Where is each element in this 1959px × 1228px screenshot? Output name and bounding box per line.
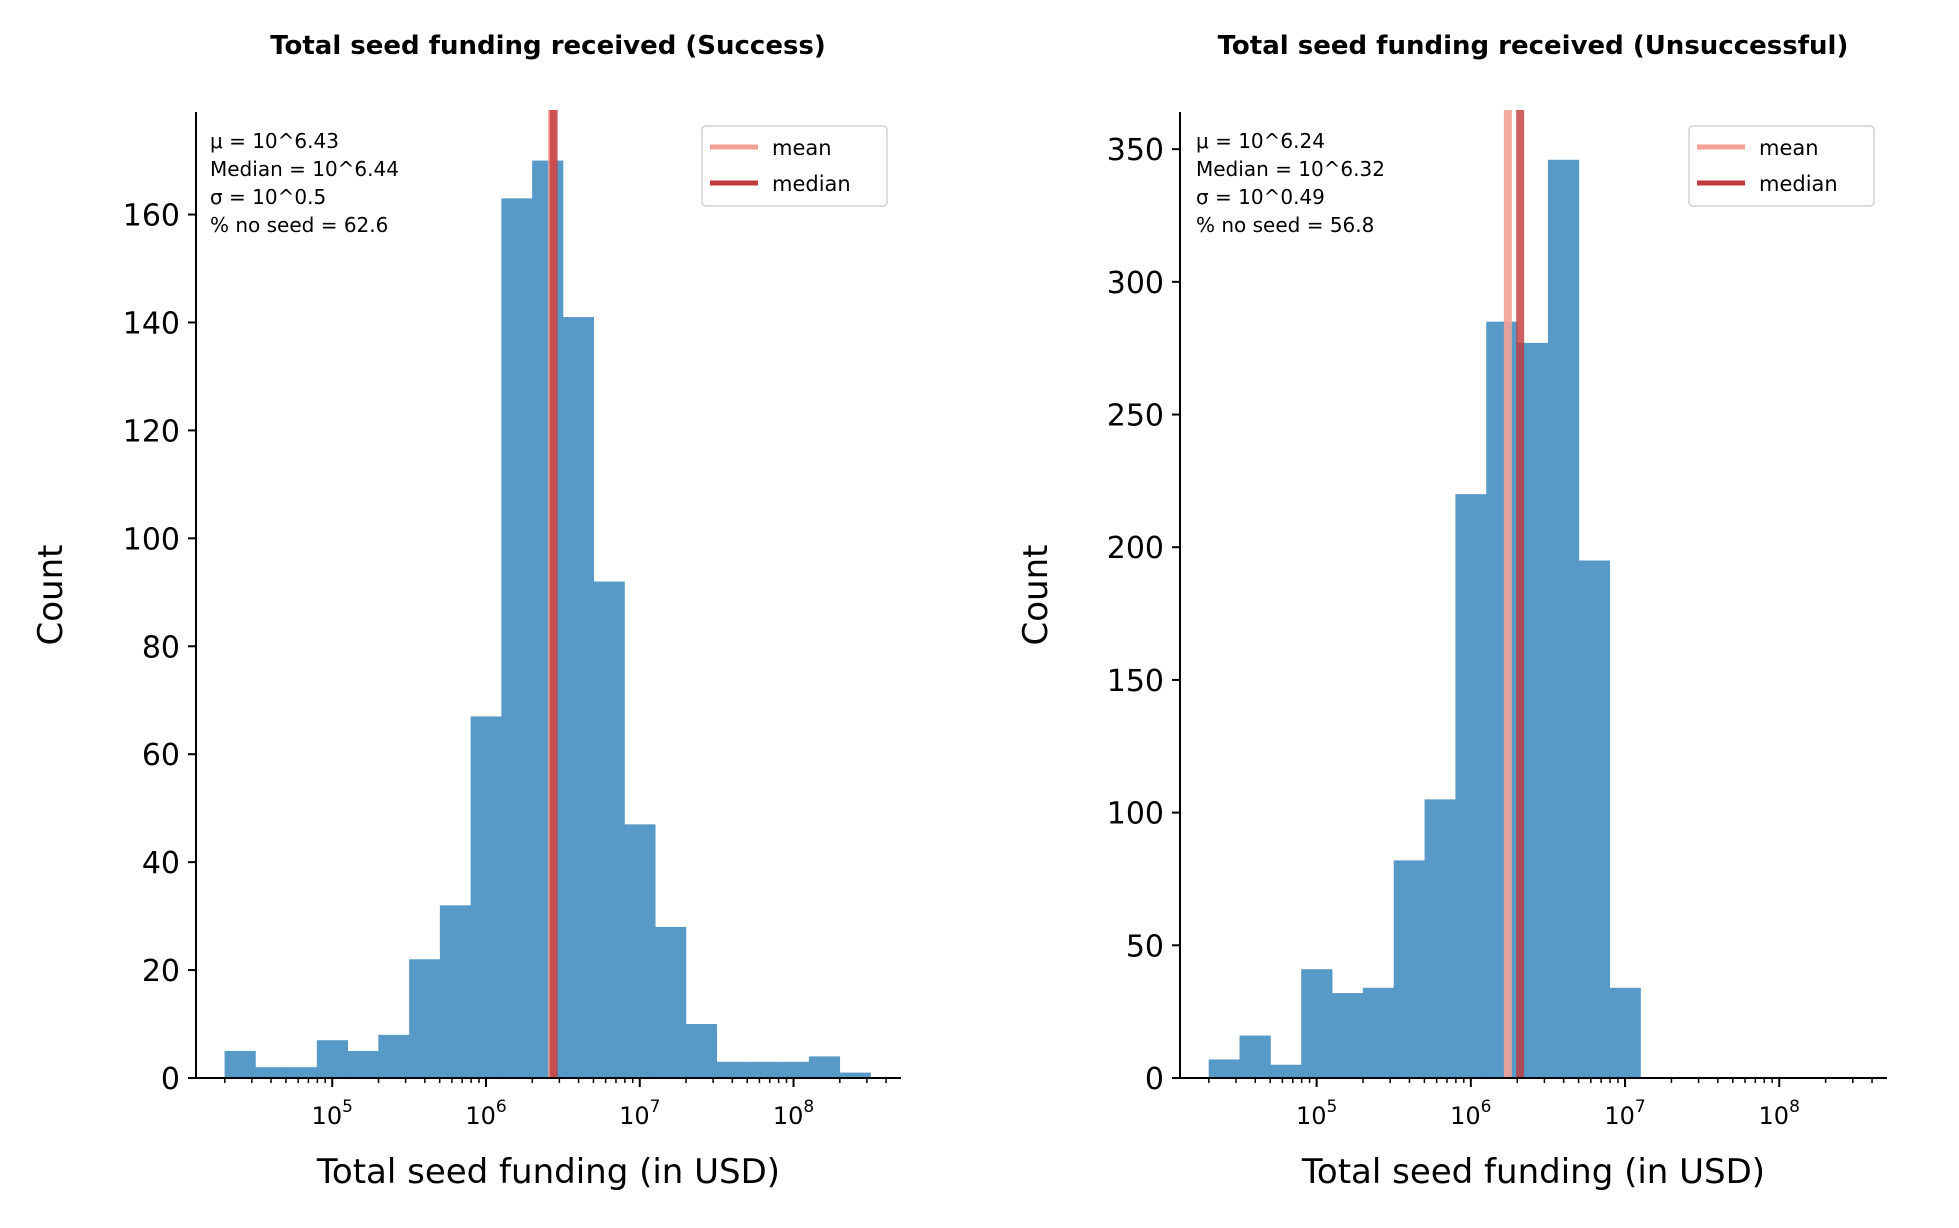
stats-text-line: μ = 10^6.24 (1196, 129, 1325, 153)
histogram-bar (1239, 1035, 1271, 1078)
histogram-bar (778, 1061, 810, 1078)
legend: mean median (1688, 125, 1875, 207)
y-tick-label: 0 (1145, 1062, 1164, 1097)
y-tick-label: 40 (142, 846, 180, 881)
x-tick-label: 105 (312, 1097, 353, 1130)
histogram-bar (378, 1034, 410, 1078)
histogram-bar (439, 905, 472, 1078)
y-tick-label: 100 (1107, 797, 1164, 832)
chart-panel-1: 0 50 100 150 200 250 300 350 105 106 107 108 Total s… (1016, 31, 1887, 1192)
stats-text-line: σ = 10^0.5 (210, 185, 326, 209)
histogram-bar (409, 959, 441, 1078)
x-axis-label: Total seed funding (in USD) (1301, 1152, 1765, 1192)
legend-mean-label: mean (772, 136, 832, 160)
x-tick-label: 107 (619, 1097, 660, 1130)
histogram-bar (808, 1056, 841, 1078)
histogram-bar (1424, 799, 1456, 1078)
y-tick-label: 160 (123, 199, 180, 234)
histogram-bar (1362, 987, 1395, 1078)
histogram-bar (624, 824, 656, 1078)
legend-median-label: median (1759, 172, 1838, 196)
stats-text-line: μ = 10^6.43 (210, 129, 339, 153)
histogram-bar (1609, 987, 1641, 1078)
x-tick-label: 107 (1604, 1097, 1645, 1130)
stats-text-line: % no seed = 56.8 (1196, 213, 1374, 237)
x-tick-label: 106 (1450, 1097, 1491, 1130)
x-axis-label: Total seed funding (in USD) (316, 1152, 780, 1192)
histogram-bar (501, 198, 533, 1078)
histogram-bar (839, 1072, 871, 1078)
histogram-bar (1455, 494, 1487, 1079)
y-tick-label: 140 (123, 306, 180, 341)
chart-title: Total seed funding received (Success) (270, 31, 826, 61)
y-tick-label: 100 (123, 522, 180, 557)
histogram-bar (1208, 1059, 1240, 1078)
histogram-bar (562, 317, 595, 1078)
histogram-bar (1393, 860, 1425, 1078)
histogram-bar (685, 1024, 718, 1078)
histogram-bar (1270, 1064, 1302, 1078)
y-tick-label: 150 (1107, 664, 1164, 699)
y-tick-label: 80 (142, 630, 180, 665)
histogram-bar (655, 926, 687, 1078)
x-tick-label: 108 (773, 1097, 814, 1130)
histogram-bar (1301, 969, 1333, 1078)
y-tick-label: 20 (142, 954, 180, 989)
histogram-bar (286, 1067, 318, 1078)
legend-mean-label: mean (1759, 136, 1819, 160)
x-tick-label: 105 (1296, 1097, 1337, 1130)
histogram-bar (1486, 321, 1518, 1079)
histogram-bar (532, 160, 564, 1079)
y-tick-label: 60 (142, 738, 180, 773)
histogram-bar (716, 1061, 748, 1078)
y-tick-label: 300 (1107, 266, 1164, 301)
histogram-bar (470, 716, 502, 1078)
histogram-bar (1578, 560, 1611, 1078)
stats-text-line: % no seed = 62.6 (210, 213, 388, 237)
stats-text-line: Median = 10^6.44 (210, 157, 399, 181)
histogram-bar (1332, 993, 1364, 1078)
histogram-bar (747, 1061, 779, 1078)
histogram-bar (593, 581, 625, 1078)
histogram-bar (224, 1051, 256, 1078)
x-tick-label: 108 (1759, 1097, 1800, 1130)
chart-panel-0: 0 20 40 60 80 100 120 140 160 105 106 107 108 Total s… (31, 31, 901, 1192)
y-axis-label: Count (1016, 545, 1056, 646)
histogram-bar (316, 1040, 349, 1078)
y-tick-label: 350 (1107, 133, 1164, 168)
y-axis-label: Count (31, 545, 71, 646)
histogram-bar (1547, 159, 1580, 1078)
y-tick-label: 50 (1126, 929, 1164, 964)
y-tick-label: 120 (123, 414, 180, 449)
stats-text-line: Median = 10^6.32 (1196, 157, 1385, 181)
y-tick-label: 200 (1107, 531, 1164, 566)
y-tick-label: 0 (161, 1062, 180, 1097)
legend: mean median (701, 125, 888, 207)
y-tick-label: 250 (1107, 399, 1164, 434)
histogram-bar (255, 1067, 287, 1078)
chart-title: Total seed funding received (Unsuccessfu… (1218, 31, 1849, 61)
x-tick-label: 106 (465, 1097, 506, 1130)
histogram-bar (347, 1051, 379, 1078)
legend-median-label: median (772, 172, 851, 196)
stats-text-line: σ = 10^0.49 (1196, 185, 1325, 209)
